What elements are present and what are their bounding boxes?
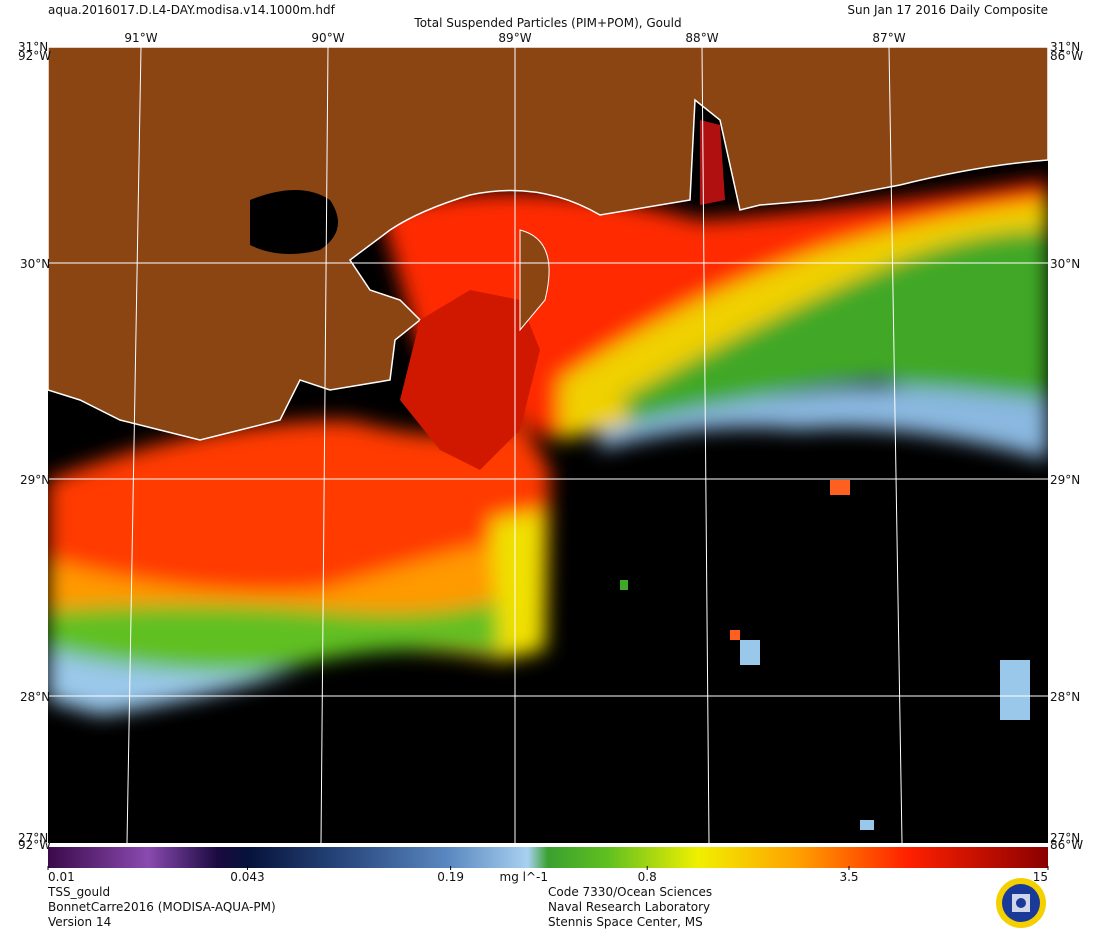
corner-label: 31°N	[1050, 40, 1080, 54]
title: Total Suspended Particles (PIM+POM), Gou…	[413, 16, 681, 30]
lat-labels: 30°N 29°N 28°N 30°N 29°N 28°N	[20, 257, 1080, 704]
footer-center: Code 7330/Ocean Sciences Naval Research …	[548, 885, 712, 929]
lon-label: 88°W	[685, 31, 718, 45]
corner-label: 92°W	[18, 49, 51, 63]
scattered-pixels	[620, 480, 1030, 830]
lat-label: 28°N	[1050, 690, 1080, 704]
corner-label: 92°W	[18, 838, 51, 852]
map	[48, 47, 1048, 843]
footer-line: BonnetCarre2016 (MODISA-AQUA-PM)	[48, 900, 276, 914]
corner-label: 86°W	[1050, 838, 1083, 852]
corner-label: 27°N	[1050, 831, 1080, 845]
lon-label: 90°W	[311, 31, 344, 45]
lat-label: 28°N	[20, 690, 50, 704]
lon-label: 87°W	[872, 31, 905, 45]
lon-label: 89°W	[498, 31, 531, 45]
corner-label: 27°N	[18, 831, 48, 845]
colorbar-tick-label: 0.8	[638, 870, 657, 884]
colorbar	[48, 847, 1048, 868]
logo	[996, 878, 1046, 928]
colorbar-tick-label: 3.5	[839, 870, 858, 884]
graticule	[48, 47, 1048, 843]
lon-label: 91°W	[124, 31, 157, 45]
corner-label: 31°N	[18, 40, 48, 54]
colorbar-units: mg l^-1	[500, 870, 548, 884]
lat-label: 30°N	[1050, 257, 1080, 271]
corner-labels: 31°N 92°W 31°N 86°W 27°N 92°W 27°N 86°W	[18, 40, 1083, 852]
colorbar-tick-label: 15	[1033, 870, 1048, 884]
footer-line: Code 7330/Ocean Sciences	[548, 885, 712, 899]
footer-left: TSS_gould BonnetCarre2016 (MODISA-AQUA-P…	[47, 885, 276, 929]
colorbar-tick-label: 0.043	[230, 870, 264, 884]
footer-line: TSS_gould	[47, 885, 110, 899]
colorbar-tick-label: 0.01	[48, 870, 75, 884]
lat-label: 30°N	[20, 257, 50, 271]
date: Sun Jan 17 2016 Daily Composite	[847, 3, 1048, 17]
lon-labels: 91°W 90°W 89°W 88°W 87°W	[124, 31, 905, 45]
filename: aqua.2016017.D.L4-DAY.modisa.v14.1000m.h…	[48, 3, 336, 17]
footer-line: Version 14	[48, 915, 111, 929]
colorbar-ticks: 0.01 0.043 0.19 0.8 3.5 15	[47, 866, 1049, 884]
footer-line: Stennis Space Center, MS	[548, 915, 703, 929]
lat-label: 29°N	[20, 473, 50, 487]
colorbar-tick-label: 0.19	[437, 870, 464, 884]
lat-label: 29°N	[1050, 473, 1080, 487]
corner-label: 86°W	[1050, 49, 1083, 63]
footer-line: Naval Research Laboratory	[548, 900, 710, 914]
